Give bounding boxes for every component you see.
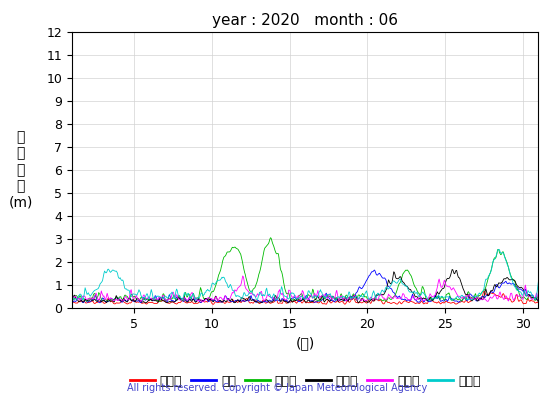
上ノ国 bbox=[362, 300, 369, 305]
生月島 bbox=[363, 298, 370, 303]
生月島 bbox=[377, 292, 384, 297]
屋久島 bbox=[495, 247, 502, 252]
屋久島 bbox=[77, 292, 84, 297]
屋久島 bbox=[197, 293, 204, 297]
唐桜 bbox=[371, 268, 377, 273]
唐桜 bbox=[535, 297, 542, 302]
Line: 屋久島: 屋久島 bbox=[72, 250, 538, 301]
上ノ国 bbox=[376, 298, 383, 303]
屋久島 bbox=[376, 292, 382, 297]
Line: 生月島: 生月島 bbox=[72, 276, 538, 301]
Line: 経ヶ尬: 経ヶ尬 bbox=[72, 269, 538, 303]
生月島 bbox=[197, 297, 204, 302]
Line: 石廐崎: 石廐崎 bbox=[72, 238, 538, 301]
屋久島 bbox=[69, 293, 75, 298]
生月島 bbox=[173, 294, 179, 299]
生月島 bbox=[199, 299, 206, 304]
唐桜 bbox=[125, 296, 132, 301]
石廐崎 bbox=[535, 297, 542, 302]
Line: 唐桜: 唐桜 bbox=[72, 270, 538, 303]
経ヶ尬 bbox=[77, 298, 84, 303]
生月島 bbox=[69, 295, 75, 299]
上ノ国 bbox=[535, 301, 542, 305]
石廐崎 bbox=[77, 294, 84, 299]
石廐崎 bbox=[173, 297, 179, 302]
上ノ国 bbox=[77, 299, 84, 304]
生月島 bbox=[239, 274, 246, 278]
Legend: 上ノ国, 唐桜, 石廐崎, 経ヶ尬, 生月島, 屋久島: 上ノ国, 唐桜, 石廐崎, 経ヶ尬, 生月島, 屋久島 bbox=[125, 370, 486, 393]
上ノ国 bbox=[210, 302, 216, 307]
唐桜 bbox=[69, 301, 75, 305]
上ノ国 bbox=[173, 301, 179, 306]
上ノ国 bbox=[197, 300, 204, 305]
経ヶ尬 bbox=[69, 297, 75, 302]
上ノ国 bbox=[125, 301, 132, 306]
屋久島 bbox=[426, 298, 433, 303]
石廐崎 bbox=[382, 299, 389, 304]
屋久島 bbox=[125, 288, 132, 293]
屋久島 bbox=[362, 291, 369, 295]
唐桜 bbox=[376, 271, 383, 276]
経ヶ尬 bbox=[125, 297, 132, 302]
経ヶ尬 bbox=[197, 298, 204, 303]
Line: 上ノ国: 上ノ国 bbox=[72, 291, 538, 304]
Y-axis label: 有
義
波
高
(m): 有 義 波 高 (m) bbox=[9, 130, 33, 209]
経ヶ尬 bbox=[376, 292, 383, 297]
石廐崎 bbox=[362, 295, 369, 299]
石廐崎 bbox=[69, 297, 75, 302]
石廐崎 bbox=[267, 235, 274, 240]
X-axis label: (日): (日) bbox=[296, 337, 315, 350]
経ヶ尬 bbox=[173, 298, 179, 303]
石廐崎 bbox=[376, 297, 383, 301]
Text: All rights reserved. Copyright © Japan Meteorological Agency: All rights reserved. Copyright © Japan M… bbox=[128, 383, 427, 393]
石廐崎 bbox=[125, 297, 132, 301]
唐桜 bbox=[197, 300, 204, 305]
生月島 bbox=[77, 298, 84, 303]
生月島 bbox=[125, 297, 132, 302]
屋久島 bbox=[535, 280, 542, 284]
上ノ国 bbox=[69, 300, 75, 305]
経ヶ尬 bbox=[449, 267, 456, 272]
生月島 bbox=[535, 297, 542, 301]
唐桜 bbox=[77, 297, 84, 301]
経ヶ尬 bbox=[362, 298, 369, 303]
上ノ国 bbox=[481, 289, 487, 293]
経ヶ尬 bbox=[285, 301, 291, 305]
唐桜 bbox=[173, 297, 179, 301]
屋久島 bbox=[173, 289, 179, 294]
石廐崎 bbox=[197, 285, 204, 290]
経ヶ尬 bbox=[535, 299, 542, 304]
Title: year : 2020   month : 06: year : 2020 month : 06 bbox=[212, 13, 398, 28]
唐桜 bbox=[362, 280, 369, 285]
